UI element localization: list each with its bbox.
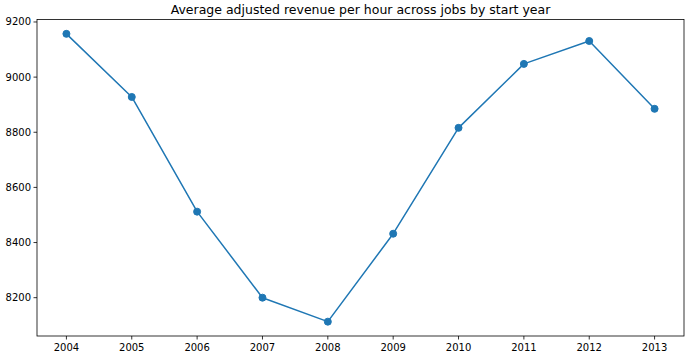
series-marker [324, 318, 331, 325]
y-tick [34, 21, 38, 22]
chart-container: Average adjusted revenue per hour across… [0, 0, 688, 355]
x-tick-label: 2012 [577, 342, 602, 353]
series-marker [520, 60, 527, 67]
x-tick-label: 2008 [315, 342, 340, 353]
x-tick [523, 336, 524, 340]
x-tick [197, 336, 198, 340]
y-tick [34, 77, 38, 78]
x-tick [589, 336, 590, 340]
series-marker [586, 38, 593, 45]
x-tick-label: 2005 [119, 342, 144, 353]
x-tick [654, 336, 655, 340]
y-tick [34, 297, 38, 298]
chart-title: Average adjusted revenue per hour across… [171, 2, 552, 17]
x-tick-label: 2013 [642, 342, 667, 353]
plot-area [63, 30, 658, 325]
series-marker [651, 105, 658, 112]
x-tick [131, 336, 132, 340]
x-tick-label: 2009 [380, 342, 405, 353]
x-tick-label: 2010 [446, 342, 471, 353]
y-tick [34, 132, 38, 133]
y-tick-label: 8800 [6, 127, 31, 138]
y-tick-label: 9200 [6, 16, 31, 27]
series-marker [128, 93, 135, 100]
series-marker [194, 208, 201, 215]
y-tick-label: 8600 [6, 182, 31, 193]
series-marker [259, 294, 266, 301]
plot-frame [37, 20, 684, 337]
x-tick [262, 336, 263, 340]
chart-svg: Average adjusted revenue per hour across… [0, 0, 688, 355]
x-tick [458, 336, 459, 340]
series-marker [390, 230, 397, 237]
series-marker [63, 30, 70, 37]
y-tick-label: 8200 [6, 292, 31, 303]
y-tick-label: 9000 [6, 72, 31, 83]
y-tick [34, 242, 38, 243]
y-tick [34, 187, 38, 188]
x-tick-label: 2011 [511, 342, 536, 353]
y-tick-label: 8400 [6, 237, 31, 248]
x-tick-label: 2007 [250, 342, 275, 353]
x-tick-label: 2006 [184, 342, 209, 353]
series-marker [455, 124, 462, 131]
x-tick-label: 2004 [54, 342, 79, 353]
x-tick [393, 336, 394, 340]
series-line [66, 34, 654, 322]
x-tick [327, 336, 328, 340]
x-tick [66, 336, 67, 340]
